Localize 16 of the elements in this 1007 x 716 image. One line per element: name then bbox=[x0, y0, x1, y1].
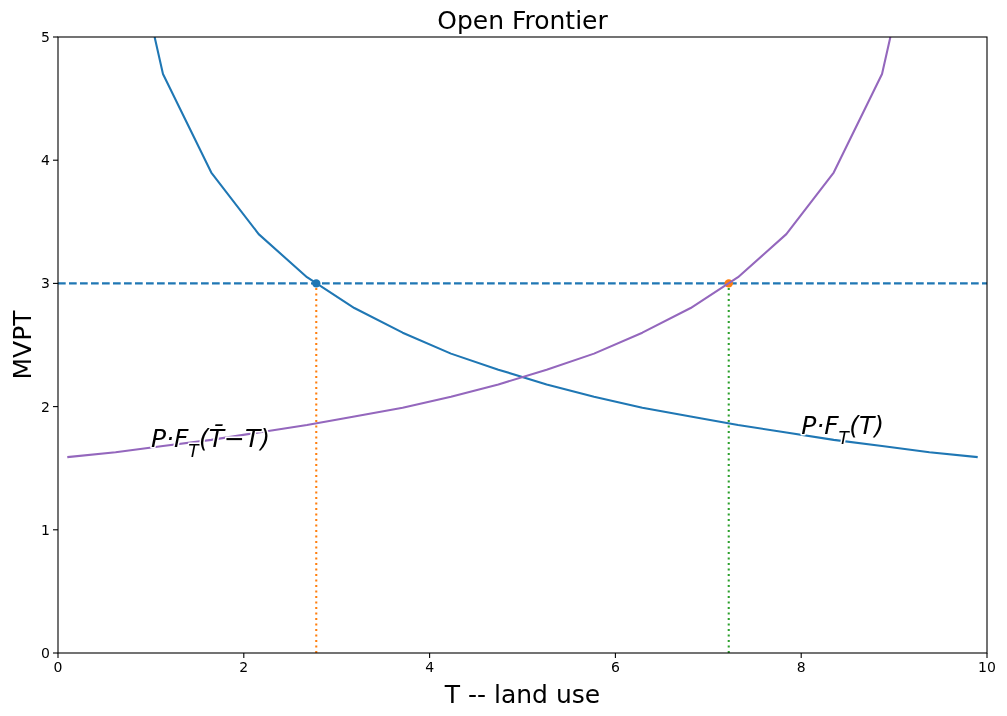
y-tick-label: 5 bbox=[41, 28, 50, 45]
y-tick-label: 3 bbox=[41, 275, 50, 292]
y-tick-label: 0 bbox=[41, 644, 50, 661]
y-tick-label: 2 bbox=[41, 398, 50, 415]
x-tick-label: 6 bbox=[610, 659, 620, 675]
y-tick-label: 4 bbox=[41, 152, 51, 169]
y-axis-title: MVPT bbox=[8, 309, 37, 380]
y-tick-label: 1 bbox=[41, 521, 50, 538]
x-tick-label: 2 bbox=[239, 659, 249, 675]
line-series bbox=[66, 37, 892, 459]
x-tick-label: 4 bbox=[425, 659, 435, 675]
x-tick-label: 0 bbox=[53, 659, 63, 675]
chart-title: Open Frontier bbox=[437, 6, 609, 35]
x-tick-label: 8 bbox=[796, 659, 806, 675]
x-axis-title: T -- land use bbox=[443, 680, 601, 709]
x-tick-label: 10 bbox=[978, 659, 996, 675]
